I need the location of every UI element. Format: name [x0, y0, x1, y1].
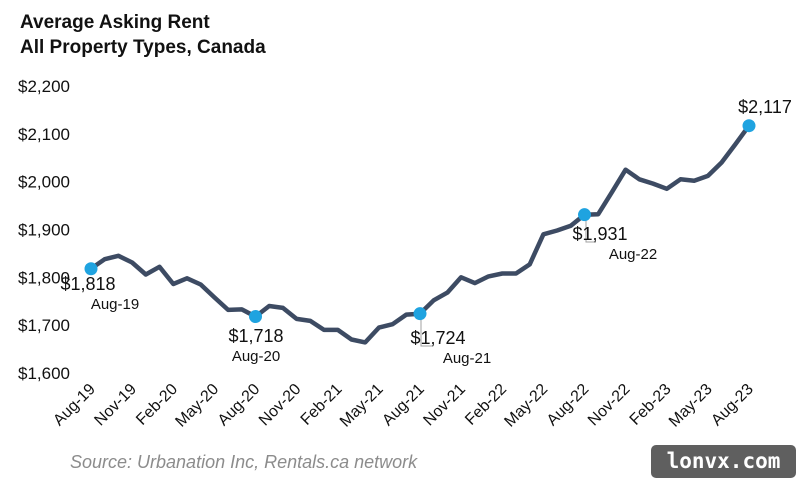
highlight-marker: [742, 119, 756, 133]
x-tick-label: May-21: [337, 381, 387, 431]
x-tick-label: Aug-21: [379, 381, 428, 430]
label-leader-line: [420, 320, 433, 347]
watermark: lonvx.com: [651, 445, 796, 478]
highlight-marker: [249, 310, 262, 324]
x-tick-label: Nov-20: [256, 381, 305, 430]
chart-title: Average Asking Rent All Property Types, …: [20, 10, 266, 60]
y-tick-label: $2,200: [18, 77, 70, 96]
x-tick-label: Feb-20: [133, 381, 181, 429]
highlight-marker: [578, 208, 591, 222]
highlight-date-label: Aug-19: [91, 296, 139, 313]
highlight-value-label: $1,931: [572, 224, 627, 244]
x-tick-label: May-20: [172, 381, 222, 431]
x-tick-label: Nov-21: [420, 381, 469, 430]
y-tick-label: $1,700: [18, 316, 70, 335]
y-tick-label: $2,100: [18, 125, 70, 144]
y-tick-label: $1,800: [18, 268, 70, 287]
highlight-value-label: $1,818: [60, 274, 115, 294]
x-tick-label: Aug-20: [215, 381, 264, 430]
highlight-markers: $1,818 Aug-19 $1,718 Aug-20 $1,724 Aug-21 $1,9…: [60, 97, 791, 367]
label-leader-line: [585, 220, 596, 243]
line-chart: $1,600 $1,700 $1,800 $1,900 $2,000 $2,100 $2,2…: [18, 77, 792, 431]
highlight-marker: [413, 307, 427, 321]
x-tick-label: May-22: [501, 381, 551, 431]
highlight-date-label: Aug-22: [609, 246, 657, 263]
y-tick-label: $2,000: [18, 173, 70, 192]
x-axis: Aug-19Nov-19Feb-20May-20Aug-20Nov-20Feb-…: [50, 381, 757, 431]
highlight-value-label: $2,117: [738, 97, 792, 117]
highlight-value-label: $1,724: [410, 328, 465, 348]
x-tick-label: Aug-22: [544, 381, 593, 430]
x-tick-label: Nov-19: [91, 381, 140, 430]
highlight-date-label: Aug-21: [443, 350, 491, 367]
x-tick-label: Feb-22: [462, 381, 510, 429]
y-tick-label: $1,600: [18, 364, 70, 383]
x-tick-label: Nov-22: [585, 381, 634, 430]
x-tick-label: Feb-23: [627, 381, 675, 429]
highlight-date-label: Aug-20: [232, 348, 280, 365]
highlight-marker: [84, 262, 98, 276]
chart-title-line-2: All Property Types, Canada: [20, 37, 266, 58]
y-axis: $1,600 $1,700 $1,800 $1,900 $2,000 $2,100 $2,2…: [18, 77, 70, 383]
chart-title-line-1: Average Asking Rent: [20, 12, 210, 33]
source-note: Source: Urbanation Inc, Rentals.ca netwo…: [70, 452, 418, 472]
x-tick-label: May-23: [666, 381, 716, 431]
highlight-value-label: $1,718: [228, 326, 283, 346]
x-tick-label: Aug-23: [708, 381, 757, 430]
x-tick-label: Feb-21: [298, 381, 346, 429]
y-tick-label: $1,900: [18, 221, 70, 240]
x-tick-label: Aug-19: [50, 381, 99, 430]
